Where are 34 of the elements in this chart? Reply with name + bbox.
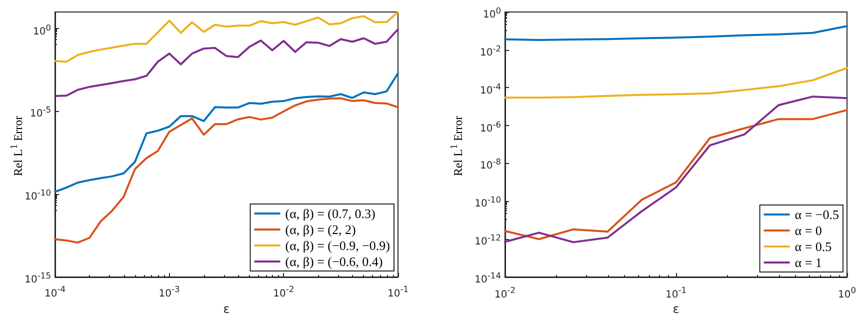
x-axis-title: ε xyxy=(223,302,230,316)
x-tick-label: 10$^{-3}$ xyxy=(158,284,180,300)
legend-label: (α, β) = (2, 2) xyxy=(285,222,356,237)
y-tick-label: 10$^{-8}$ xyxy=(480,156,501,172)
y-tick-label: 10$^{-14}$ xyxy=(474,270,501,286)
line-series xyxy=(54,11,399,63)
line-series xyxy=(504,25,848,42)
legend-label: α = 0 xyxy=(794,223,822,238)
legend-label: (α, β) = (−0.6, 0.4) xyxy=(285,254,383,269)
line-series xyxy=(54,28,399,97)
legend-label: α = −0.5 xyxy=(794,207,840,222)
line-series xyxy=(504,67,848,99)
y-tick-label: 10$^{-2}$ xyxy=(480,43,501,58)
y-tick-label: 10$^{-15}$ xyxy=(24,270,51,286)
y-tick-label: 10$^{-12}$ xyxy=(474,232,501,248)
legend-label: (α, β) = (0.7, 0.3) xyxy=(285,206,376,221)
legend-label: α = 1 xyxy=(794,255,822,270)
x-tick-label: 10$^{-1}$ xyxy=(665,285,687,300)
legend-label: (α, β) = (−0.9, −0.9) xyxy=(285,238,390,253)
y-tick-label: 10$^{-6}$ xyxy=(480,118,501,134)
y-tick-label: 10$^{0}$ xyxy=(32,22,51,38)
x-tick-label: 10$^{-1}$ xyxy=(387,284,409,300)
y-tick-label: 10$^{-10}$ xyxy=(474,194,501,210)
line-series xyxy=(54,72,399,193)
y-tick-label: 10$^{-5}$ xyxy=(30,104,51,120)
y-tick-label: 10$^{-4}$ xyxy=(480,80,501,96)
x-tick-label: 10$^{-2}$ xyxy=(494,285,516,300)
legend-label: α = 0.5 xyxy=(794,239,832,254)
x-tick-label: 10$^{0}$ xyxy=(838,285,856,300)
x-tick-label: 10$^{-4}$ xyxy=(44,284,66,300)
y-tick-label: 10$^{0}$ xyxy=(482,5,501,21)
y-tick-label: 10$^{-10}$ xyxy=(24,187,51,203)
x-axis-title: ε xyxy=(672,302,680,316)
x-tick-label: 10$^{-2}$ xyxy=(273,284,294,300)
